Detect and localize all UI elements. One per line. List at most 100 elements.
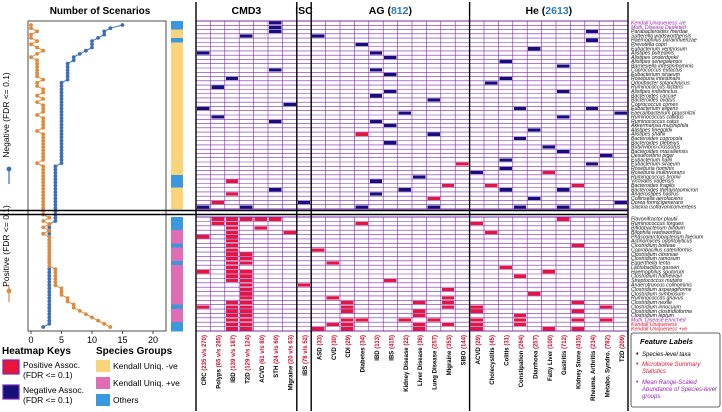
scenario-point-negative [65, 74, 70, 79]
species-group-cell [171, 123, 183, 129]
column-label: Kidney Stone (415) [577, 335, 583, 389]
heatmap-cell-negative [499, 60, 512, 64]
column-label-name: CVD [332, 346, 338, 360]
scenario-point-positive [41, 148, 46, 153]
heatmap-cell-negative [283, 102, 296, 106]
column-label-count: (20 v/s 63) [289, 335, 295, 364]
column-label-name: Kidney Disease [404, 346, 410, 392]
heatmap-cell-positive [225, 257, 239, 261]
scenario-point-positive [35, 80, 39, 85]
heatmap-group-headers: CMD3 ISC AG (812) He (2613) [232, 5, 573, 17]
row-label: Ruminococcus torques [631, 221, 684, 227]
species-group-cell [171, 157, 183, 163]
heatmap-cell-positive [485, 183, 498, 188]
scenario-point-negative [47, 231, 52, 236]
row-label: Clostridium asparagiforme [631, 287, 692, 293]
row-label: Barnesiella intestinihominis [631, 63, 694, 69]
scenario-point-positive [35, 68, 39, 72]
heatmap-cell-negative [269, 30, 282, 34]
scenario-point-positive [35, 29, 39, 34]
scenario-point-negative [102, 29, 107, 34]
species-group-cell [171, 29, 183, 35]
scenario-point-negative [90, 42, 94, 47]
heatmap-cell-positive [225, 192, 239, 196]
scenario-point-negative [59, 87, 64, 92]
heatmap-cell-positive [355, 318, 368, 322]
heatmap-cell-positive [470, 327, 483, 331]
scenario-point-positive [59, 286, 64, 291]
scenario-point-negative [65, 68, 70, 72]
scenario-point-positive [96, 318, 100, 323]
scenario-point-negative [53, 174, 58, 178]
heatmap-cell-positive [557, 217, 570, 221]
heatmap [0, 2, 629, 411]
heatmap-cell-negative [513, 205, 527, 209]
species-group-cell [171, 85, 183, 90]
heatmap-cell-positive [269, 217, 282, 221]
scenario-plot-frame [27, 20, 167, 332]
feature-label-bullet-3: • [636, 379, 639, 386]
heatmap-cell-positive [240, 217, 253, 221]
scenario-point-negative [53, 170, 58, 175]
scenario-point-negative [47, 321, 52, 326]
column-label: CDI (29) [346, 335, 352, 358]
row-label: Clostridium ramosum [631, 256, 681, 262]
column-label: STH (24 v/s 60) [274, 335, 280, 378]
column-label-count: (782) [605, 335, 611, 349]
heatmap-cell-positive [197, 270, 210, 274]
species-group-cell [171, 295, 183, 301]
scenario-point-positive [41, 151, 46, 156]
x-tick-label: 20 [148, 335, 158, 345]
species-group-cell [171, 110, 183, 116]
heatmap-cell-positive [470, 322, 483, 327]
species-group-cell [171, 46, 183, 52]
row-label: Alistipes putredinis [630, 51, 675, 57]
column-label: Migraine (353) [447, 335, 453, 375]
scenario-point-negative [90, 45, 94, 50]
scenario-point-positive [41, 183, 46, 188]
kendall-neg-label: Kendall Uniq. -ve [113, 361, 178, 371]
scenario-point-positive [29, 26, 33, 31]
column-label-name: T2D [620, 349, 626, 362]
group-header-count: 2613 [545, 5, 569, 17]
scenario-point-negative [59, 113, 64, 117]
scenario-point-positive [41, 180, 46, 185]
scenario-point-positive [41, 125, 46, 130]
row-label: Bifidobacterium bifidum [631, 225, 686, 231]
row-label: Bacteroides fragilis [631, 183, 675, 189]
column-label-name: Liver Disease [418, 346, 424, 386]
scenario-point-positive [41, 109, 46, 114]
heatmap-cell-negative [542, 145, 555, 149]
positive-key-swatch [2, 359, 20, 375]
scenario-point-positive [53, 270, 58, 275]
heatmap-cell-negative [413, 175, 426, 179]
scenario-point-negative [47, 225, 52, 230]
scenario-point-negative [59, 103, 64, 108]
heatmap-cell-positive [341, 309, 354, 313]
species-group-cell [171, 102, 183, 107]
heatmap-cell-negative [427, 132, 440, 136]
column-label-count: (31) [505, 335, 511, 346]
heatmap-cell-positive [225, 270, 239, 274]
row-label: Flavonifractor plautii [631, 217, 678, 223]
species-group-cell [171, 221, 183, 227]
scenario-point-negative [53, 199, 58, 204]
species-group-cell [171, 59, 183, 65]
species-group-cell [171, 243, 183, 248]
scenario-point-positive [90, 315, 94, 320]
heatmap-cell-negative [197, 51, 210, 55]
scenario-point-positive [65, 296, 70, 300]
row-label: Roseburia hominis [631, 166, 674, 172]
kendall-pos-label: Kendall Uniq. +ve [113, 378, 180, 388]
heatmap-cell-negative [557, 205, 570, 209]
column-label: Kidney Disease (22) [404, 335, 410, 392]
species-group-cell [171, 287, 183, 292]
column-label: T2D (209) [620, 335, 626, 362]
species-group-cell [171, 170, 183, 176]
row-label: Ruminococcus bromii [631, 174, 681, 180]
column-label-count: (29) [476, 335, 482, 346]
scenario-point-negative [47, 283, 52, 288]
heatmap-cell-positive [470, 305, 483, 309]
column-label-count: (33) [317, 335, 323, 346]
